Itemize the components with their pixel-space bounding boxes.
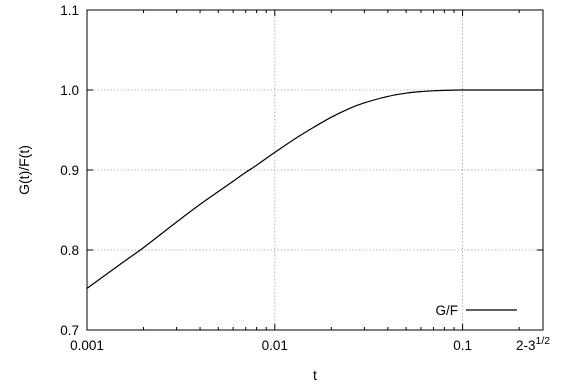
x-tick-label: 0.001 — [70, 338, 104, 353]
y-tick-label: 0.7 — [60, 323, 79, 338]
legend-label: G/F — [436, 303, 459, 318]
y-tick-label: 0.9 — [60, 163, 79, 178]
y-tick-label: 1.1 — [60, 3, 79, 18]
tick-labels: 0.7 0.8 0.9 1.0 1.1 0.001 0.01 0.1 2-31/2 — [60, 3, 550, 353]
axis-ticks — [86, 9, 544, 331]
y-tick-label: 0.8 — [60, 243, 79, 258]
x-axis-label: t — [313, 367, 317, 383]
grid-lines — [87, 10, 543, 330]
legend: G/F — [436, 303, 517, 318]
series-lines — [86, 89, 543, 289]
x-tick-label-end-base: 2-3 — [516, 338, 536, 353]
series-line-0 — [86, 89, 543, 289]
y-axis-label: G(t)/F(t) — [16, 145, 32, 195]
x-tick-label: 0.01 — [262, 338, 288, 353]
y-tick-label: 1.0 — [60, 83, 79, 98]
x-tick-label-end: 2-31/2 — [516, 335, 550, 353]
x-tick-label-end-exponent: 1/2 — [536, 335, 551, 347]
x-tick-label: 0.1 — [453, 338, 472, 353]
